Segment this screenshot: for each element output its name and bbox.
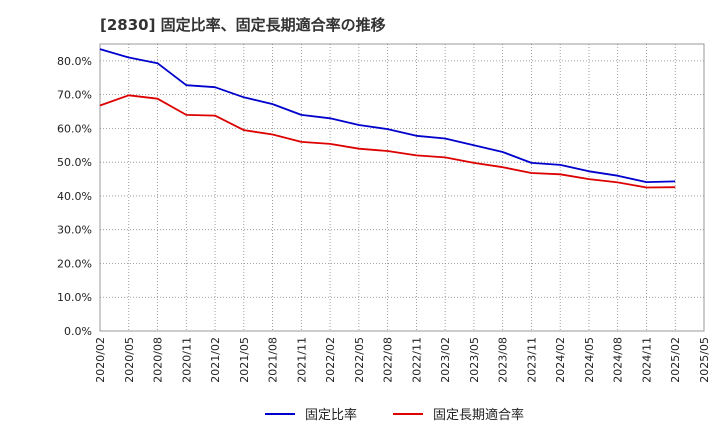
y-tick-label: 60.0% (57, 122, 92, 135)
x-tick-label: 2024/08 (612, 337, 625, 383)
x-tick-label: 2020/11 (180, 337, 193, 383)
x-tick-label: 2024/02 (554, 337, 567, 383)
y-tick-label: 50.0% (57, 156, 92, 169)
series-line-2 (99, 94, 676, 189)
legend-label-2: 固定長期適合率 (433, 407, 524, 423)
x-tick-label: 2025/02 (669, 337, 682, 383)
x-tick-label: 2023/05 (468, 337, 481, 383)
x-tick-label: 2025/05 (698, 337, 711, 383)
x-tick-label: 2020/08 (152, 337, 165, 383)
y-tick-label: 0.0% (64, 325, 92, 338)
x-tick-label: 2023/08 (497, 337, 510, 383)
x-tick-label: 2022/08 (382, 337, 395, 383)
x-tick-label: 2021/02 (209, 337, 222, 383)
y-tick-label: 20.0% (57, 257, 92, 270)
x-tick-label: 2024/05 (583, 337, 596, 383)
x-tick-label: 2022/05 (353, 337, 366, 383)
x-tick-label: 2020/02 (94, 337, 107, 383)
x-tick-label: 2021/11 (295, 337, 308, 383)
plot-area (99, 43, 705, 332)
y-tick-label: 40.0% (57, 190, 92, 203)
y-tick-label: 10.0% (57, 291, 92, 304)
x-tick-label: 2022/02 (324, 337, 337, 383)
x-tick-label: 2022/11 (410, 337, 423, 383)
y-tick-label: 30.0% (57, 224, 92, 237)
x-tick-label: 2023/11 (525, 337, 538, 383)
y-tick-label: 80.0% (57, 55, 92, 68)
x-tick-label: 2020/05 (123, 337, 136, 383)
x-tick-label: 2024/11 (640, 337, 653, 383)
y-tick-label: 70.0% (57, 89, 92, 102)
x-tick-label: 2021/08 (267, 337, 280, 383)
x-tick-label: 2021/05 (238, 337, 251, 383)
x-tick-label: 2023/02 (439, 337, 452, 383)
legend-label-1: 固定比率 (305, 407, 357, 423)
chart-title: [2830] 固定比率、固定長期適合率の推移 (100, 16, 386, 34)
series-line-1 (99, 48, 676, 184)
